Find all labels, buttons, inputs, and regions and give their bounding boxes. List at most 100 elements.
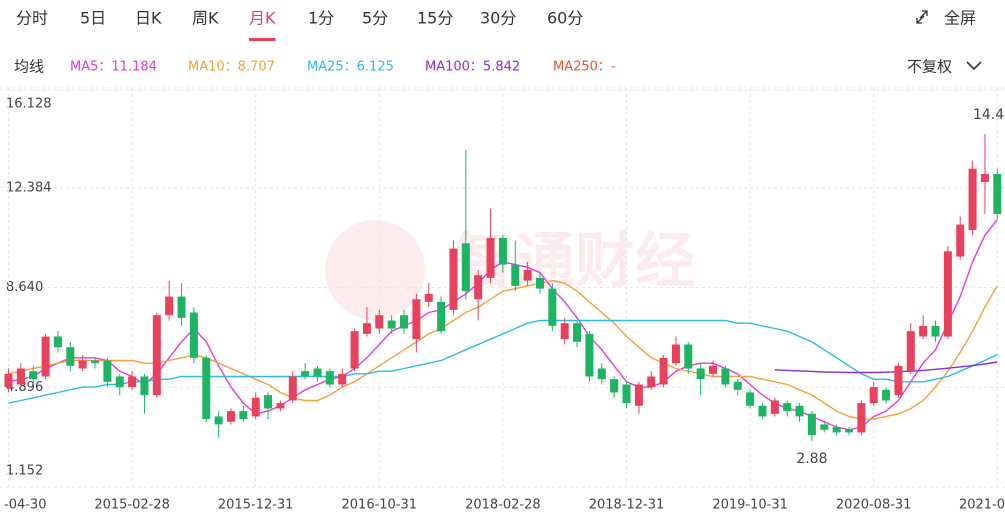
candle-body bbox=[610, 379, 619, 393]
watermark-logo bbox=[325, 220, 425, 320]
candle-body bbox=[560, 323, 569, 340]
candle-body bbox=[671, 344, 680, 364]
y-tick-label: 4.896 bbox=[6, 380, 43, 395]
candle-body bbox=[511, 264, 520, 286]
candle-body bbox=[41, 336, 50, 377]
period-tab[interactable]: 30分 bbox=[480, 9, 516, 28]
low-label: 2.88 bbox=[796, 451, 827, 467]
x-tick-label: 2020-08-31 bbox=[836, 498, 912, 513]
candle-body bbox=[400, 315, 409, 329]
candle-body bbox=[276, 403, 285, 409]
candle-body bbox=[498, 237, 507, 265]
ma-line bbox=[774, 361, 998, 374]
candle-body bbox=[165, 296, 174, 316]
candle-body bbox=[807, 413, 816, 436]
x-tick-label: 2018-02-28 bbox=[465, 498, 541, 513]
period-tab[interactable]: 周K bbox=[192, 9, 219, 28]
fullscreen-button[interactable]: 全屏 bbox=[916, 9, 976, 28]
legend-entry: MA10：8.707 bbox=[188, 60, 275, 75]
candle-body bbox=[338, 373, 347, 385]
ma-label: 均线 bbox=[14, 58, 44, 76]
candle-body bbox=[758, 405, 767, 417]
x-tick-label: -04-30 bbox=[4, 498, 46, 513]
period-tab[interactable]: 15分 bbox=[417, 9, 453, 28]
candle-body bbox=[325, 371, 334, 385]
adjust-label[interactable]: 不复权 bbox=[907, 58, 952, 76]
candle-body bbox=[980, 174, 989, 182]
candle-body bbox=[535, 277, 544, 289]
legend-entry: MA25：6.125 bbox=[307, 60, 394, 75]
period-tab[interactable]: 分时 bbox=[16, 9, 48, 28]
candle-body bbox=[622, 384, 631, 404]
candle-body bbox=[597, 368, 606, 380]
candle-body bbox=[783, 403, 792, 412]
candle-body bbox=[424, 293, 433, 302]
candle-body bbox=[721, 368, 730, 385]
candle-body bbox=[29, 371, 38, 380]
candle-body bbox=[152, 315, 161, 396]
candle-body bbox=[585, 333, 594, 377]
candle-body bbox=[906, 331, 915, 372]
candles bbox=[4, 134, 1002, 441]
candle-body bbox=[968, 168, 977, 230]
candle-body bbox=[474, 275, 483, 300]
candle-body bbox=[634, 384, 643, 406]
candle-body bbox=[956, 224, 965, 257]
period-tab[interactable]: 5日 bbox=[80, 9, 106, 28]
candle-body bbox=[820, 424, 829, 430]
candle-body bbox=[103, 360, 112, 382]
candle-body bbox=[832, 427, 841, 433]
adjust-dropdown[interactable]: 不复权 bbox=[907, 58, 982, 76]
x-tick-label: 2015-12-31 bbox=[218, 498, 294, 513]
candle-body bbox=[140, 376, 149, 396]
candle-body bbox=[573, 323, 582, 342]
legend-entry: MA100：5.842 bbox=[425, 60, 520, 75]
candle-body bbox=[449, 248, 458, 310]
candle-body bbox=[128, 376, 137, 388]
candle-body bbox=[548, 288, 557, 326]
candle-body bbox=[115, 376, 124, 388]
y-tick-label: 12.384 bbox=[6, 180, 52, 195]
period-tab[interactable]: 1分 bbox=[308, 9, 334, 28]
candle-body bbox=[189, 312, 198, 358]
candle-body bbox=[869, 387, 878, 404]
candle-body bbox=[709, 365, 718, 374]
candle-body bbox=[647, 376, 656, 388]
candle-body bbox=[214, 416, 223, 425]
period-tab[interactable]: 月K bbox=[249, 9, 276, 28]
candle-body bbox=[882, 389, 891, 401]
candle-body bbox=[931, 325, 940, 337]
candle-body bbox=[733, 381, 742, 390]
x-tick-label: 2018-12-31 bbox=[589, 498, 665, 513]
candle-body bbox=[523, 269, 532, 281]
candle-body bbox=[486, 237, 495, 278]
y-tick-label: 16.128 bbox=[6, 97, 52, 112]
fullscreen-label[interactable]: 全屏 bbox=[944, 9, 976, 28]
period-tab[interactable]: 5分 bbox=[362, 9, 388, 28]
candle-body bbox=[894, 365, 903, 396]
candle-body bbox=[659, 357, 668, 385]
candle-body bbox=[387, 320, 396, 329]
candle-body bbox=[91, 360, 100, 364]
x-tick-label: 2021-0 bbox=[959, 498, 1005, 513]
candle-body bbox=[375, 315, 384, 329]
candle-body bbox=[288, 376, 297, 401]
candle-body bbox=[857, 403, 866, 433]
period-tab[interactable]: 日K bbox=[135, 9, 162, 28]
candle-body bbox=[350, 331, 359, 369]
candle-body bbox=[4, 373, 13, 388]
candle-body bbox=[746, 392, 755, 406]
candle-body bbox=[993, 174, 1002, 214]
x-tick-label: 2015-02-28 bbox=[94, 498, 170, 513]
watermark-text: 智通财经 bbox=[455, 227, 695, 297]
candle-body bbox=[461, 243, 470, 292]
y-tick-label: 1.152 bbox=[6, 464, 43, 479]
ma-line bbox=[8, 279, 998, 420]
candle-body bbox=[78, 360, 87, 369]
candle-body bbox=[684, 344, 693, 369]
candle-body bbox=[53, 336, 62, 348]
period-tab[interactable]: 60分 bbox=[547, 9, 583, 28]
candle-body bbox=[226, 411, 235, 422]
candle-body bbox=[202, 357, 211, 420]
